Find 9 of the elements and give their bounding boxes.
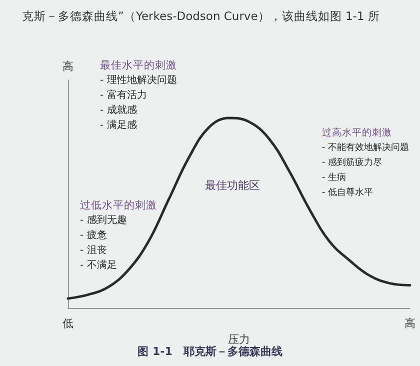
x-axis-title: 压力 bbox=[228, 332, 250, 346]
annotation: 过低水平的刺激 - 感到无趣 - 疲惫 - 沮丧 - 不满足 bbox=[80, 198, 157, 271]
annotation: 最佳功能区 bbox=[205, 179, 260, 192]
text: 克斯－多德森曲线”（Yerkes-Dodson Curve），该曲线如图 1-1 所 bbox=[22, 9, 380, 23]
annotation: 过高水平的刺激 - 不能有效地解决问题 - 感到筋疲力尽 - 生病 - 低自尊水平 bbox=[322, 126, 410, 198]
annotation: 最佳水平的刺激 - 理性地解决问题 - 富有活力 - 成就感 - 满足感 bbox=[100, 58, 177, 131]
x-tick-label: 低 bbox=[62, 317, 74, 330]
caption: 图 1-1 耶克斯－多德森曲线 bbox=[138, 345, 282, 358]
y-axis-title: 高 bbox=[62, 60, 74, 73]
